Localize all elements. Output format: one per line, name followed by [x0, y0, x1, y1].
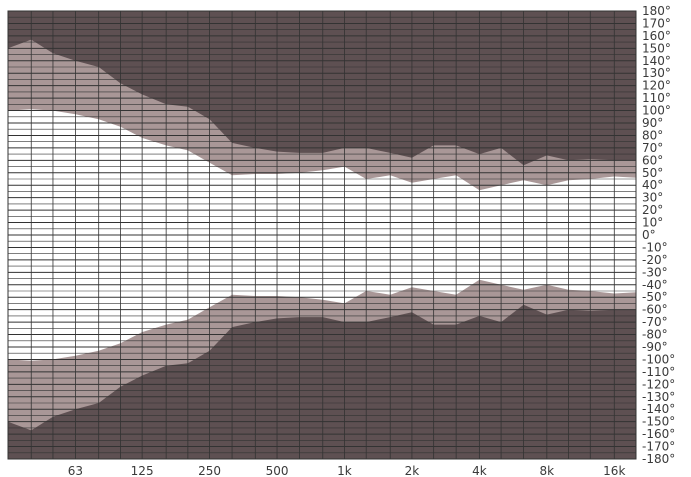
- x-tick-label: 8k: [540, 464, 555, 477]
- y-tick-label: 150°: [642, 41, 671, 55]
- y-tick-label: -80°: [642, 328, 668, 342]
- y-tick-label: 130°: [642, 66, 671, 80]
- y-tick-label: 30°: [642, 191, 663, 205]
- y-tick-label: 80°: [642, 128, 663, 142]
- y-tick-label: 70°: [642, 141, 663, 155]
- plot-frame: [7, 10, 637, 460]
- y-tick-label: 120°: [642, 79, 671, 93]
- x-tick-label: 125: [131, 464, 154, 477]
- y-tick-label: -10°: [642, 240, 668, 254]
- y-tick-label: -40°: [642, 278, 668, 292]
- y-tick-label: 20°: [642, 203, 663, 217]
- y-tick-label: 160°: [642, 29, 671, 43]
- y-tick-label: 100°: [642, 104, 671, 118]
- y-tick-label: 90°: [642, 116, 663, 130]
- y-axis-tick-labels: 180°170°160°150°140°130°120°110°100°90°8…: [642, 4, 675, 466]
- x-tick-label: 500: [266, 464, 289, 477]
- y-tick-label: -90°: [642, 340, 668, 354]
- y-tick-label: -60°: [642, 303, 668, 317]
- y-tick-label: -180°: [642, 452, 675, 466]
- y-tick-label: -50°: [642, 290, 668, 304]
- y-tick-label: 110°: [642, 91, 671, 105]
- x-tick-label: 63: [68, 464, 83, 477]
- y-tick-label: -100°: [642, 352, 675, 366]
- y-tick-label: -30°: [642, 265, 668, 279]
- y-tick-label: 140°: [642, 54, 671, 68]
- x-tick-label: 4k: [472, 464, 487, 477]
- y-tick-label: 60°: [642, 153, 663, 167]
- y-tick-label: -150°: [642, 415, 675, 429]
- y-tick-label: -160°: [642, 427, 675, 441]
- x-tick-label: 1k: [337, 464, 352, 477]
- y-tick-label: -130°: [642, 390, 675, 404]
- y-tick-label: 40°: [642, 178, 663, 192]
- y-tick-label: -20°: [642, 253, 668, 267]
- y-tick-label: -140°: [642, 402, 675, 416]
- y-tick-label: 170°: [642, 16, 671, 30]
- y-tick-label: -70°: [642, 315, 668, 329]
- x-axis-tick-labels: 63 125 250 500 1k 2k 4k 8k 16k: [68, 464, 626, 477]
- vertical-gridlines: [30, 11, 615, 459]
- y-tick-label: 0°: [642, 228, 656, 242]
- y-tick-label: 180°: [642, 4, 671, 18]
- x-tick-label: 250: [198, 464, 221, 477]
- y-tick-label: -110°: [642, 365, 675, 379]
- y-tick-label: -170°: [642, 440, 675, 454]
- x-tick-label: 16k: [603, 464, 625, 477]
- y-tick-label: 10°: [642, 216, 663, 230]
- x-tick-label: 2k: [405, 464, 420, 477]
- y-tick-label: -120°: [642, 377, 675, 391]
- y-tick-label: 50°: [642, 166, 663, 180]
